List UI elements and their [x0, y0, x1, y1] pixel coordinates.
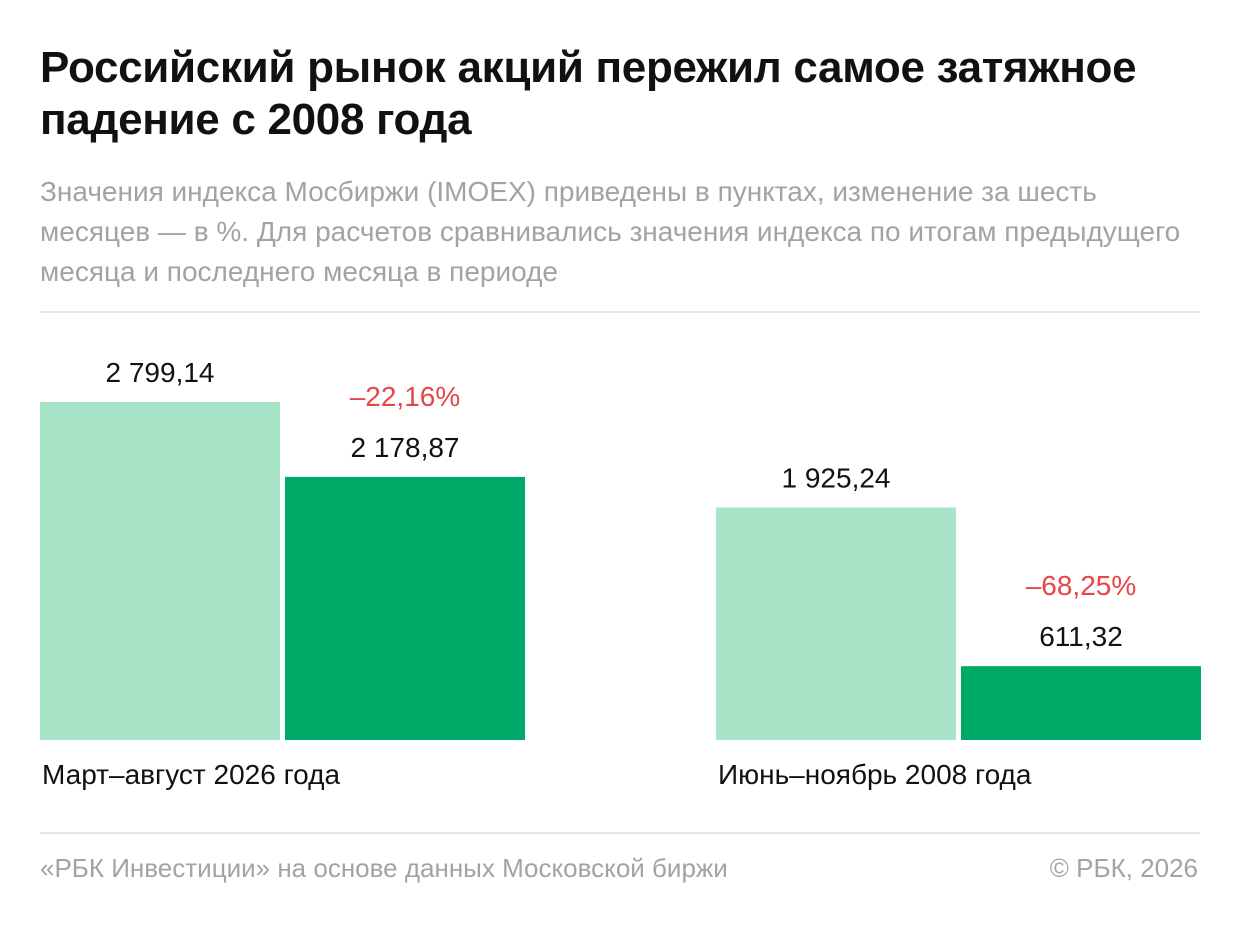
chart-subtitle: Значения индекса Мосбиржи (IMOEX) привед… [40, 176, 1181, 287]
data-label-start: 2 799,14 [106, 357, 215, 388]
category-label: Июнь–ноябрь 2008 года [718, 759, 1032, 790]
bottom-divider [40, 832, 1200, 834]
change-label: –68,25% [1026, 570, 1137, 601]
category-label: Март–август 2026 года [42, 759, 340, 790]
change-label: –22,16% [350, 381, 461, 412]
copyright: © РБК, 2026 [1049, 853, 1198, 883]
bar-end-2 [961, 666, 1201, 740]
bar-end-1 [285, 476, 525, 740]
bar-start-1 [40, 402, 280, 740]
bar-chart: 2 799,14 2 178,87 –22,16% Март–август 2026 … [40, 357, 1201, 790]
bar-start-2 [716, 507, 956, 740]
data-label-end: 2 178,87 [351, 432, 460, 463]
source-note: «РБК Инвестиции» на основе данных Москов… [40, 853, 728, 883]
data-label-end: 611,32 [1039, 621, 1123, 652]
chart-title: Российский рынок акций пережил самое зат… [40, 43, 1137, 144]
data-label-start: 1 925,24 [782, 463, 891, 494]
top-divider [40, 311, 1200, 313]
